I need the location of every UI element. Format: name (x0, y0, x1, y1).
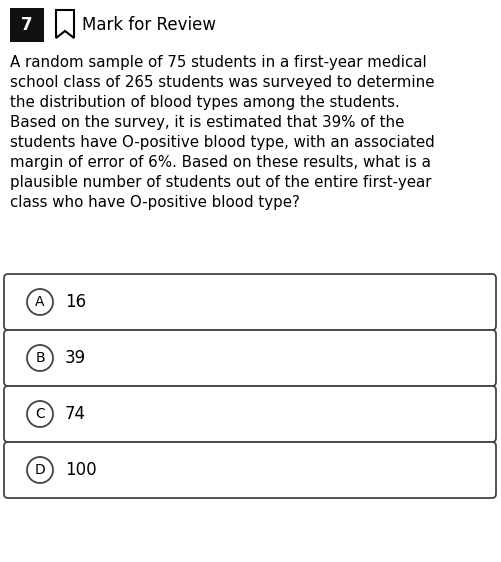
Circle shape (27, 289, 53, 315)
Text: C: C (35, 407, 45, 421)
Text: 39: 39 (65, 349, 86, 367)
Text: A: A (35, 295, 45, 309)
Text: A random sample of 75 students in a first-year medical
school class of 265 stude: A random sample of 75 students in a firs… (10, 55, 435, 210)
FancyBboxPatch shape (10, 8, 44, 42)
FancyBboxPatch shape (4, 442, 496, 498)
Text: Mark for Review: Mark for Review (82, 16, 216, 34)
Text: D: D (35, 463, 46, 477)
Text: 16: 16 (65, 293, 86, 311)
FancyBboxPatch shape (4, 386, 496, 442)
Text: 74: 74 (65, 405, 86, 423)
Text: 100: 100 (65, 461, 97, 479)
Circle shape (27, 345, 53, 371)
Text: 7: 7 (21, 16, 33, 34)
Circle shape (27, 457, 53, 483)
Circle shape (27, 401, 53, 427)
Text: B: B (35, 351, 45, 365)
FancyBboxPatch shape (4, 274, 496, 330)
FancyBboxPatch shape (4, 330, 496, 386)
